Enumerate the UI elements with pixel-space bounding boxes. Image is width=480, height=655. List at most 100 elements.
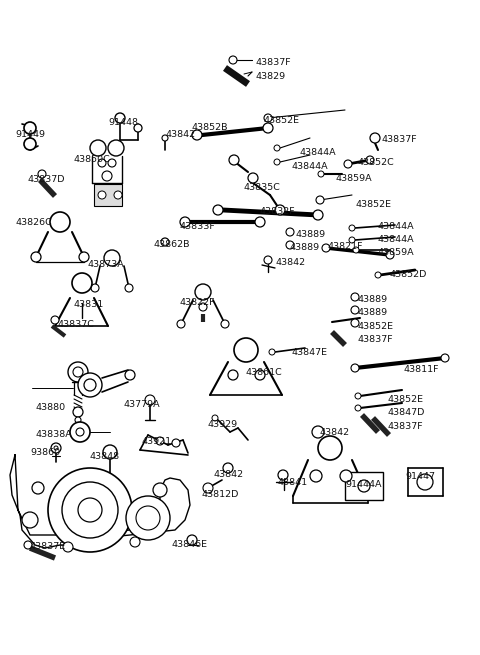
Circle shape: [286, 228, 294, 236]
Text: 43921: 43921: [142, 437, 172, 446]
Circle shape: [349, 225, 355, 231]
Circle shape: [90, 140, 106, 156]
Text: 43822F: 43822F: [180, 298, 216, 307]
Text: 43837F: 43837F: [388, 422, 424, 431]
Circle shape: [255, 370, 265, 380]
Text: 43832F: 43832F: [260, 207, 296, 216]
Text: 43844A: 43844A: [378, 235, 415, 244]
Circle shape: [62, 482, 118, 538]
Circle shape: [73, 407, 83, 417]
Text: 91444A: 91444A: [345, 480, 382, 489]
Circle shape: [199, 303, 207, 311]
Text: 43812D: 43812D: [202, 490, 240, 499]
Text: 43844A: 43844A: [292, 162, 329, 171]
Text: 43841: 43841: [278, 478, 308, 487]
Text: 43852E: 43852E: [388, 395, 424, 404]
Text: 43859A: 43859A: [378, 248, 415, 257]
Text: 43837F: 43837F: [358, 335, 394, 344]
Circle shape: [264, 114, 272, 122]
Text: 43852C: 43852C: [358, 158, 395, 167]
Circle shape: [229, 56, 237, 64]
Circle shape: [63, 542, 73, 552]
Circle shape: [213, 205, 223, 215]
Text: 43779A: 43779A: [124, 400, 161, 409]
Circle shape: [228, 370, 238, 380]
Circle shape: [203, 483, 213, 493]
Text: 43852B: 43852B: [192, 123, 228, 132]
Circle shape: [278, 470, 288, 480]
Circle shape: [351, 306, 359, 314]
Text: 43837F: 43837F: [255, 58, 290, 67]
Circle shape: [316, 196, 324, 204]
Circle shape: [156, 437, 164, 445]
Text: 43837F: 43837F: [382, 135, 418, 144]
Circle shape: [351, 364, 359, 372]
Circle shape: [102, 171, 112, 181]
Circle shape: [340, 470, 352, 482]
Circle shape: [54, 446, 58, 450]
Circle shape: [275, 205, 285, 215]
Circle shape: [134, 124, 142, 132]
Text: 43837E: 43837E: [30, 542, 66, 551]
Circle shape: [223, 463, 233, 473]
Text: 43929: 43929: [208, 420, 238, 429]
Circle shape: [50, 212, 70, 232]
Circle shape: [286, 241, 294, 249]
Circle shape: [72, 273, 92, 293]
Text: 43835C: 43835C: [243, 183, 280, 192]
Circle shape: [180, 217, 190, 227]
Text: 43852E: 43852E: [264, 116, 300, 125]
Bar: [345, 472, 383, 500]
Circle shape: [115, 113, 125, 123]
Circle shape: [212, 415, 218, 421]
Bar: [94, 184, 122, 206]
Circle shape: [269, 349, 275, 355]
Text: 43844A: 43844A: [300, 148, 336, 157]
Circle shape: [177, 320, 185, 328]
Text: 43838A: 43838A: [35, 430, 72, 439]
Circle shape: [313, 210, 323, 220]
Text: 43829: 43829: [255, 72, 285, 81]
Text: 43889: 43889: [290, 243, 320, 252]
Circle shape: [370, 133, 380, 143]
Circle shape: [84, 379, 96, 391]
Text: 43837C: 43837C: [58, 320, 95, 329]
Circle shape: [263, 123, 273, 133]
Circle shape: [318, 436, 342, 460]
Circle shape: [318, 171, 324, 177]
Circle shape: [126, 496, 170, 540]
Text: 43842: 43842: [213, 470, 243, 479]
Text: 43842: 43842: [320, 428, 350, 437]
Circle shape: [32, 482, 44, 494]
Circle shape: [24, 541, 32, 549]
Circle shape: [145, 395, 155, 405]
Circle shape: [22, 512, 38, 528]
Circle shape: [264, 256, 272, 264]
Text: 43889: 43889: [358, 308, 388, 317]
Circle shape: [322, 244, 330, 252]
Text: 43848: 43848: [90, 452, 120, 461]
Circle shape: [136, 506, 160, 530]
Circle shape: [153, 483, 167, 497]
Text: 43842: 43842: [275, 258, 305, 267]
Text: 43811F: 43811F: [403, 365, 439, 374]
Text: 43873A: 43873A: [88, 260, 125, 269]
Circle shape: [351, 293, 359, 301]
Circle shape: [78, 498, 102, 522]
Circle shape: [98, 191, 106, 199]
Text: 43889: 43889: [358, 295, 388, 304]
Circle shape: [358, 480, 370, 492]
Circle shape: [76, 428, 84, 436]
Text: 43850C: 43850C: [73, 155, 110, 164]
Circle shape: [38, 170, 46, 178]
Text: 43880: 43880: [35, 403, 65, 412]
Text: 91447: 91447: [405, 472, 435, 481]
Text: 91449: 91449: [15, 130, 45, 139]
Text: 43842: 43842: [165, 130, 195, 139]
Circle shape: [73, 367, 83, 377]
Circle shape: [355, 405, 361, 411]
Circle shape: [234, 338, 258, 362]
Circle shape: [417, 474, 433, 490]
Text: 43833F: 43833F: [180, 222, 216, 231]
Circle shape: [353, 247, 359, 253]
